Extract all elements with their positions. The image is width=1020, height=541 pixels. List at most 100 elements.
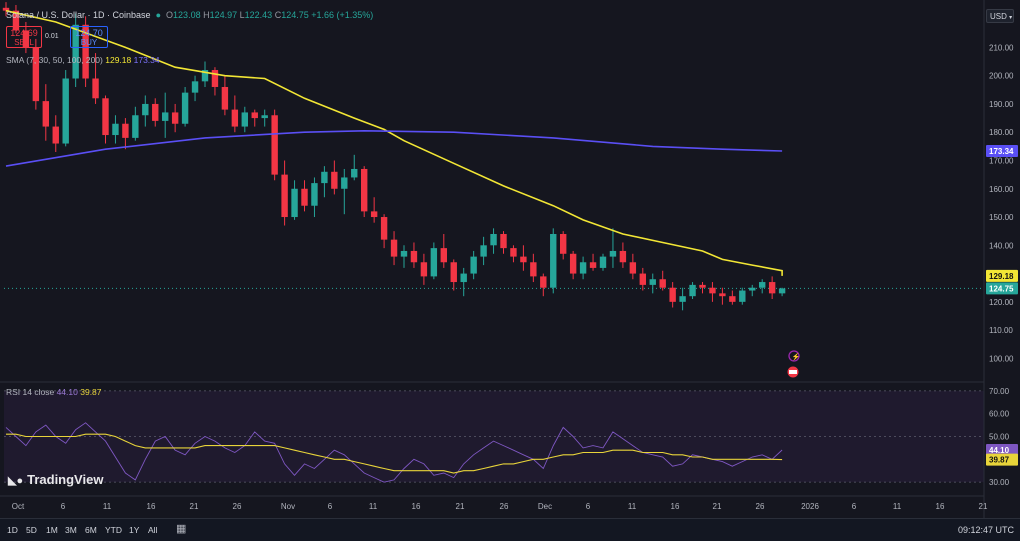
rsi-line <box>5 422 783 483</box>
time-tick-label: 16 <box>671 502 680 511</box>
buy-price: 124.70 <box>75 28 103 38</box>
time-tick-label: Dec <box>538 502 552 511</box>
time-tick-label: 16 <box>147 502 156 511</box>
candle-body <box>719 293 726 297</box>
range-5d[interactable]: 5D <box>26 525 37 535</box>
rsi-tick-label: 50.00 <box>989 433 1010 442</box>
rsi-legend-ma-value: 39.87 <box>80 387 102 397</box>
candle-body <box>480 245 487 257</box>
candle-body <box>142 103 149 116</box>
candle-body <box>2 7 10 11</box>
time-tick-label: 21 <box>713 502 722 511</box>
tradingview-brand[interactable]: ◣● TradingView <box>8 472 103 487</box>
sma-short-price-tag: 129.18 <box>989 272 1014 281</box>
range-3m[interactable]: 3M <box>65 525 77 535</box>
us-flag-stripe <box>789 370 797 374</box>
spread-value: 0.01 <box>45 33 59 40</box>
candle-body <box>341 177 348 189</box>
market-status-dot: ● <box>153 10 164 20</box>
candle-body <box>619 250 627 263</box>
price-tick-label: 190.00 <box>989 100 1014 109</box>
candle-body <box>739 290 746 302</box>
candle-body <box>759 282 766 288</box>
sma-short-line <box>5 9 783 276</box>
candle-body <box>569 253 577 274</box>
rsi-ma-value-tag: 39.87 <box>989 456 1010 465</box>
rsi-ma-value-tag-bg <box>986 453 1018 466</box>
candle-body <box>669 287 676 302</box>
price-axis-background <box>984 0 1020 518</box>
candle-body <box>12 10 20 31</box>
candle-body <box>102 98 109 136</box>
calendar-icon[interactable]: ▦ <box>176 523 187 535</box>
time-tick-label: 6 <box>61 502 66 511</box>
candle-body <box>22 30 30 48</box>
sma-legend-label: SMA (7, 30, 50, 100, 200) <box>6 55 103 65</box>
low-label: L <box>239 10 245 20</box>
candle-body <box>191 81 199 93</box>
time-tick-label: 6 <box>586 502 591 511</box>
candle-body <box>609 250 617 257</box>
candle-body <box>749 287 756 291</box>
candle-body <box>709 287 716 294</box>
candle-body <box>72 24 79 79</box>
rsi-ma-line <box>6 433 783 474</box>
rsi-legend[interactable]: RSI 14 close 44.10 39.87 <box>6 387 102 397</box>
candle-body <box>470 256 477 274</box>
candle-body <box>201 70 209 82</box>
lightning-glyph: ⚡ <box>792 352 801 361</box>
time-tick-label: 11 <box>369 502 378 511</box>
open-value: 123.08 <box>173 10 201 20</box>
range-6m[interactable]: 6M <box>85 525 97 535</box>
candle-body <box>152 103 159 121</box>
rsi-tick-label: 30.00 <box>989 478 1010 487</box>
brand-label: TradingView <box>27 472 104 487</box>
time-tick-label: 11 <box>628 502 637 511</box>
rsi-legend-label: RSI 14 close <box>6 387 55 397</box>
range-ytd[interactable]: YTD <box>105 525 122 535</box>
candle-body <box>231 109 239 127</box>
time-tick-label: 11 <box>103 502 112 511</box>
utc-clock[interactable]: 09:12:47 UTC <box>957 525 1014 535</box>
candle-body <box>440 248 447 263</box>
sma-long-line <box>5 129 783 167</box>
sma-legend[interactable]: SMA (7, 30, 50, 100, 200) 129.18 173.34 <box>6 55 160 65</box>
candle-body <box>361 168 368 212</box>
price-tick-label: 210.00 <box>989 43 1014 52</box>
candle-body <box>729 296 736 302</box>
currency-button[interactable]: USD ▾ <box>986 9 1014 23</box>
candle-body <box>679 296 686 302</box>
change-value: +1.66 (+1.35%) <box>311 10 374 20</box>
buy-button[interactable]: 124.70 BUY <box>70 26 108 48</box>
candle-body <box>550 233 557 288</box>
tradingview-logo-icon: ◣● <box>8 475 24 487</box>
range-1y[interactable]: 1Y <box>129 525 140 535</box>
range-all[interactable]: All <box>148 525 158 535</box>
price-tick-label: 110.00 <box>989 326 1013 335</box>
sma-long-price-tag: 173.34 <box>989 147 1014 156</box>
currency-label: USD <box>990 12 1007 21</box>
candle-body <box>520 256 527 263</box>
candle-body <box>52 126 59 144</box>
lightning-icon <box>788 350 800 362</box>
candle-body <box>42 101 49 127</box>
rsi-tick-label: 70.00 <box>989 387 1010 396</box>
range-1d[interactable]: 1D <box>7 525 18 535</box>
bottom-toolbar: 1D 5D 1M 3M 6M YTD 1Y All ▦ 09:12:47 UTC <box>0 518 1020 541</box>
candle-body <box>450 262 457 283</box>
sell-price: 124.69 <box>10 28 38 38</box>
sma-legend-value-short: 129.18 <box>105 55 132 65</box>
candle-body <box>589 262 597 268</box>
rsi-legend-value: 44.10 <box>56 387 78 397</box>
price-chart[interactable]: 100.00110.00120.00130.00140.00150.00160.… <box>0 0 1020 518</box>
close-value: 124.75 <box>281 10 309 20</box>
candle-body <box>579 262 587 274</box>
sell-button[interactable]: 124.69 SELL <box>6 26 42 48</box>
candle-body <box>171 112 179 124</box>
range-1m[interactable]: 1M <box>46 525 58 535</box>
high-value: 124.97 <box>209 10 238 20</box>
candle-body <box>112 123 119 136</box>
symbol-title: Solana / U.S. Dollar · 1D · Coinbase <box>6 10 151 20</box>
candle-body <box>92 78 99 99</box>
